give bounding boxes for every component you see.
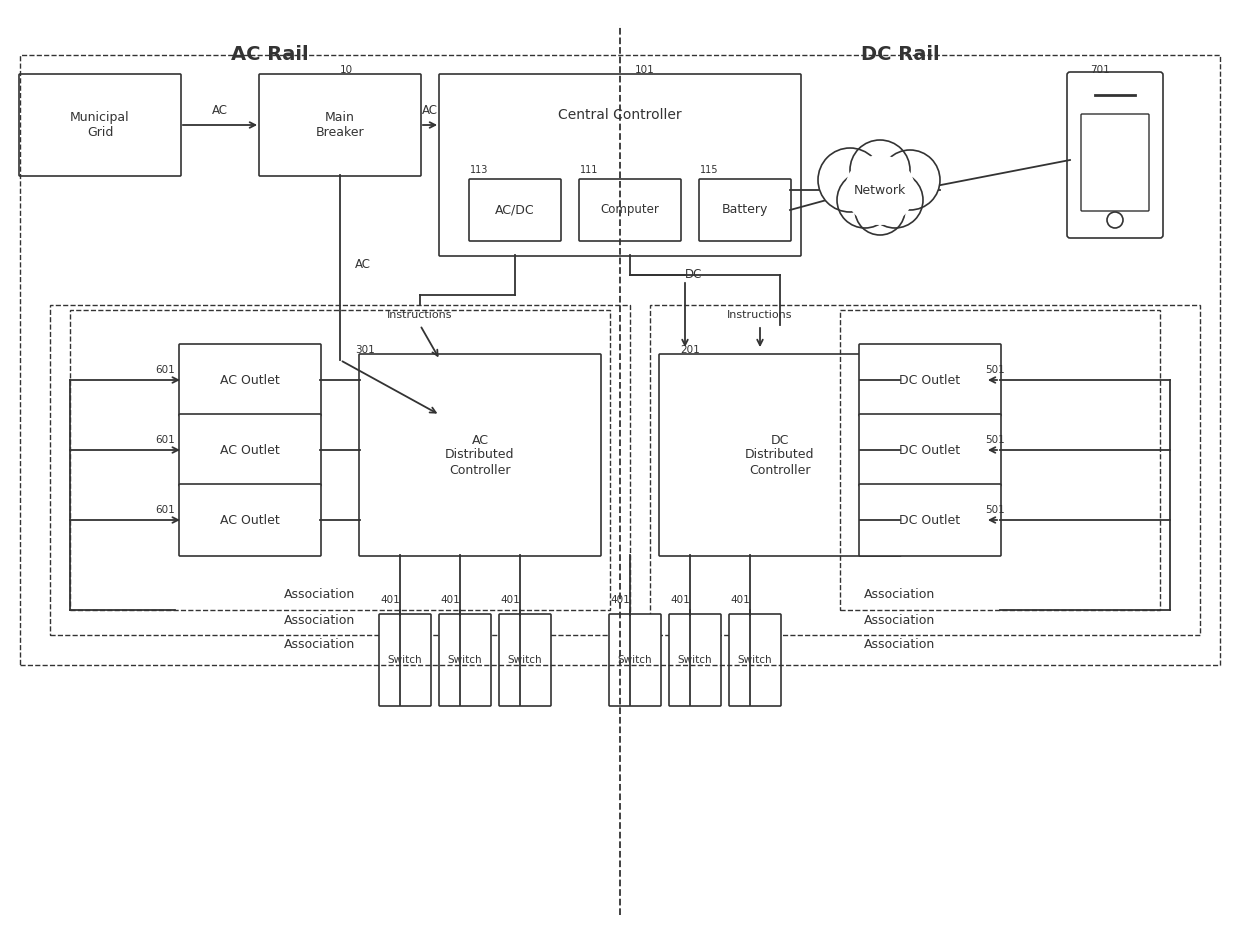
Text: 401: 401 <box>440 595 460 605</box>
Text: AC Outlet: AC Outlet <box>221 373 280 386</box>
Bar <box>50 305 630 635</box>
Text: Association: Association <box>284 639 356 652</box>
Text: 111: 111 <box>580 165 599 175</box>
Text: 501: 501 <box>985 435 1004 445</box>
Bar <box>839 310 1159 610</box>
Text: DC Outlet: DC Outlet <box>899 513 961 526</box>
FancyBboxPatch shape <box>179 414 321 486</box>
Circle shape <box>849 140 910 200</box>
Circle shape <box>844 155 915 225</box>
Text: Battery: Battery <box>722 204 769 217</box>
Text: Switch: Switch <box>388 655 423 665</box>
Text: Association: Association <box>284 588 356 601</box>
Text: Switch: Switch <box>618 655 652 665</box>
FancyBboxPatch shape <box>469 179 560 241</box>
Text: 601: 601 <box>155 505 175 515</box>
Text: DC: DC <box>684 268 702 281</box>
FancyBboxPatch shape <box>658 354 901 556</box>
FancyBboxPatch shape <box>259 74 422 176</box>
Text: Central Controller: Central Controller <box>558 108 682 122</box>
FancyBboxPatch shape <box>1066 72 1163 238</box>
Text: DC Rail: DC Rail <box>861 46 940 65</box>
Text: 701: 701 <box>1090 65 1110 75</box>
Text: Instructions: Instructions <box>727 310 792 320</box>
FancyBboxPatch shape <box>179 484 321 556</box>
FancyBboxPatch shape <box>179 344 321 416</box>
Text: Main
Breaker: Main Breaker <box>316 111 365 139</box>
Text: DC Outlet: DC Outlet <box>899 373 961 386</box>
FancyBboxPatch shape <box>439 614 491 706</box>
Text: AC: AC <box>212 104 228 117</box>
FancyBboxPatch shape <box>439 74 801 256</box>
Text: 301: 301 <box>355 345 374 355</box>
Bar <box>69 310 610 610</box>
Circle shape <box>867 172 923 228</box>
Text: 401: 401 <box>381 595 399 605</box>
FancyBboxPatch shape <box>379 614 432 706</box>
Circle shape <box>856 185 905 235</box>
Text: Computer: Computer <box>600 204 660 217</box>
FancyBboxPatch shape <box>579 179 681 241</box>
Text: 115: 115 <box>701 165 718 175</box>
Bar <box>650 305 1200 635</box>
FancyBboxPatch shape <box>859 484 1001 556</box>
Circle shape <box>880 150 940 210</box>
Text: Instructions: Instructions <box>387 310 453 320</box>
Text: AC
Distributed
Controller: AC Distributed Controller <box>445 434 515 477</box>
Text: Switch: Switch <box>507 655 542 665</box>
Text: 401: 401 <box>610 595 630 605</box>
FancyBboxPatch shape <box>360 354 601 556</box>
Text: Switch: Switch <box>678 655 712 665</box>
Text: Association: Association <box>284 613 356 626</box>
Text: 601: 601 <box>155 365 175 375</box>
Text: 201: 201 <box>680 345 699 355</box>
Circle shape <box>818 148 882 212</box>
FancyBboxPatch shape <box>699 179 791 241</box>
Text: Association: Association <box>864 613 936 626</box>
Text: Switch: Switch <box>448 655 482 665</box>
FancyBboxPatch shape <box>859 414 1001 486</box>
Text: AC: AC <box>422 104 438 117</box>
Text: 401: 401 <box>730 595 750 605</box>
Text: Municipal
Grid: Municipal Grid <box>71 111 130 139</box>
FancyBboxPatch shape <box>19 74 181 176</box>
Text: 601: 601 <box>155 435 175 445</box>
Text: 113: 113 <box>470 165 489 175</box>
FancyBboxPatch shape <box>498 614 551 706</box>
Text: 10: 10 <box>340 65 353 75</box>
FancyBboxPatch shape <box>609 614 661 706</box>
Text: DC
Distributed
Controller: DC Distributed Controller <box>745 434 815 477</box>
Bar <box>20 55 1220 665</box>
Text: 501: 501 <box>985 365 1004 375</box>
FancyBboxPatch shape <box>729 614 781 706</box>
Text: Association: Association <box>864 588 936 601</box>
FancyBboxPatch shape <box>1081 114 1149 211</box>
Text: Switch: Switch <box>738 655 773 665</box>
Text: Association: Association <box>864 639 936 652</box>
Text: AC Rail: AC Rail <box>231 46 309 65</box>
Text: AC Outlet: AC Outlet <box>221 513 280 526</box>
Text: AC/DC: AC/DC <box>495 204 534 217</box>
Text: AC: AC <box>355 258 371 271</box>
Text: 101: 101 <box>635 65 655 75</box>
Circle shape <box>837 172 893 228</box>
Text: 401: 401 <box>500 595 520 605</box>
Text: 401: 401 <box>670 595 689 605</box>
Text: DC Outlet: DC Outlet <box>899 443 961 456</box>
FancyBboxPatch shape <box>670 614 720 706</box>
Text: Network: Network <box>854 183 906 196</box>
Text: 501: 501 <box>985 505 1004 515</box>
FancyBboxPatch shape <box>859 344 1001 416</box>
Text: AC Outlet: AC Outlet <box>221 443 280 456</box>
